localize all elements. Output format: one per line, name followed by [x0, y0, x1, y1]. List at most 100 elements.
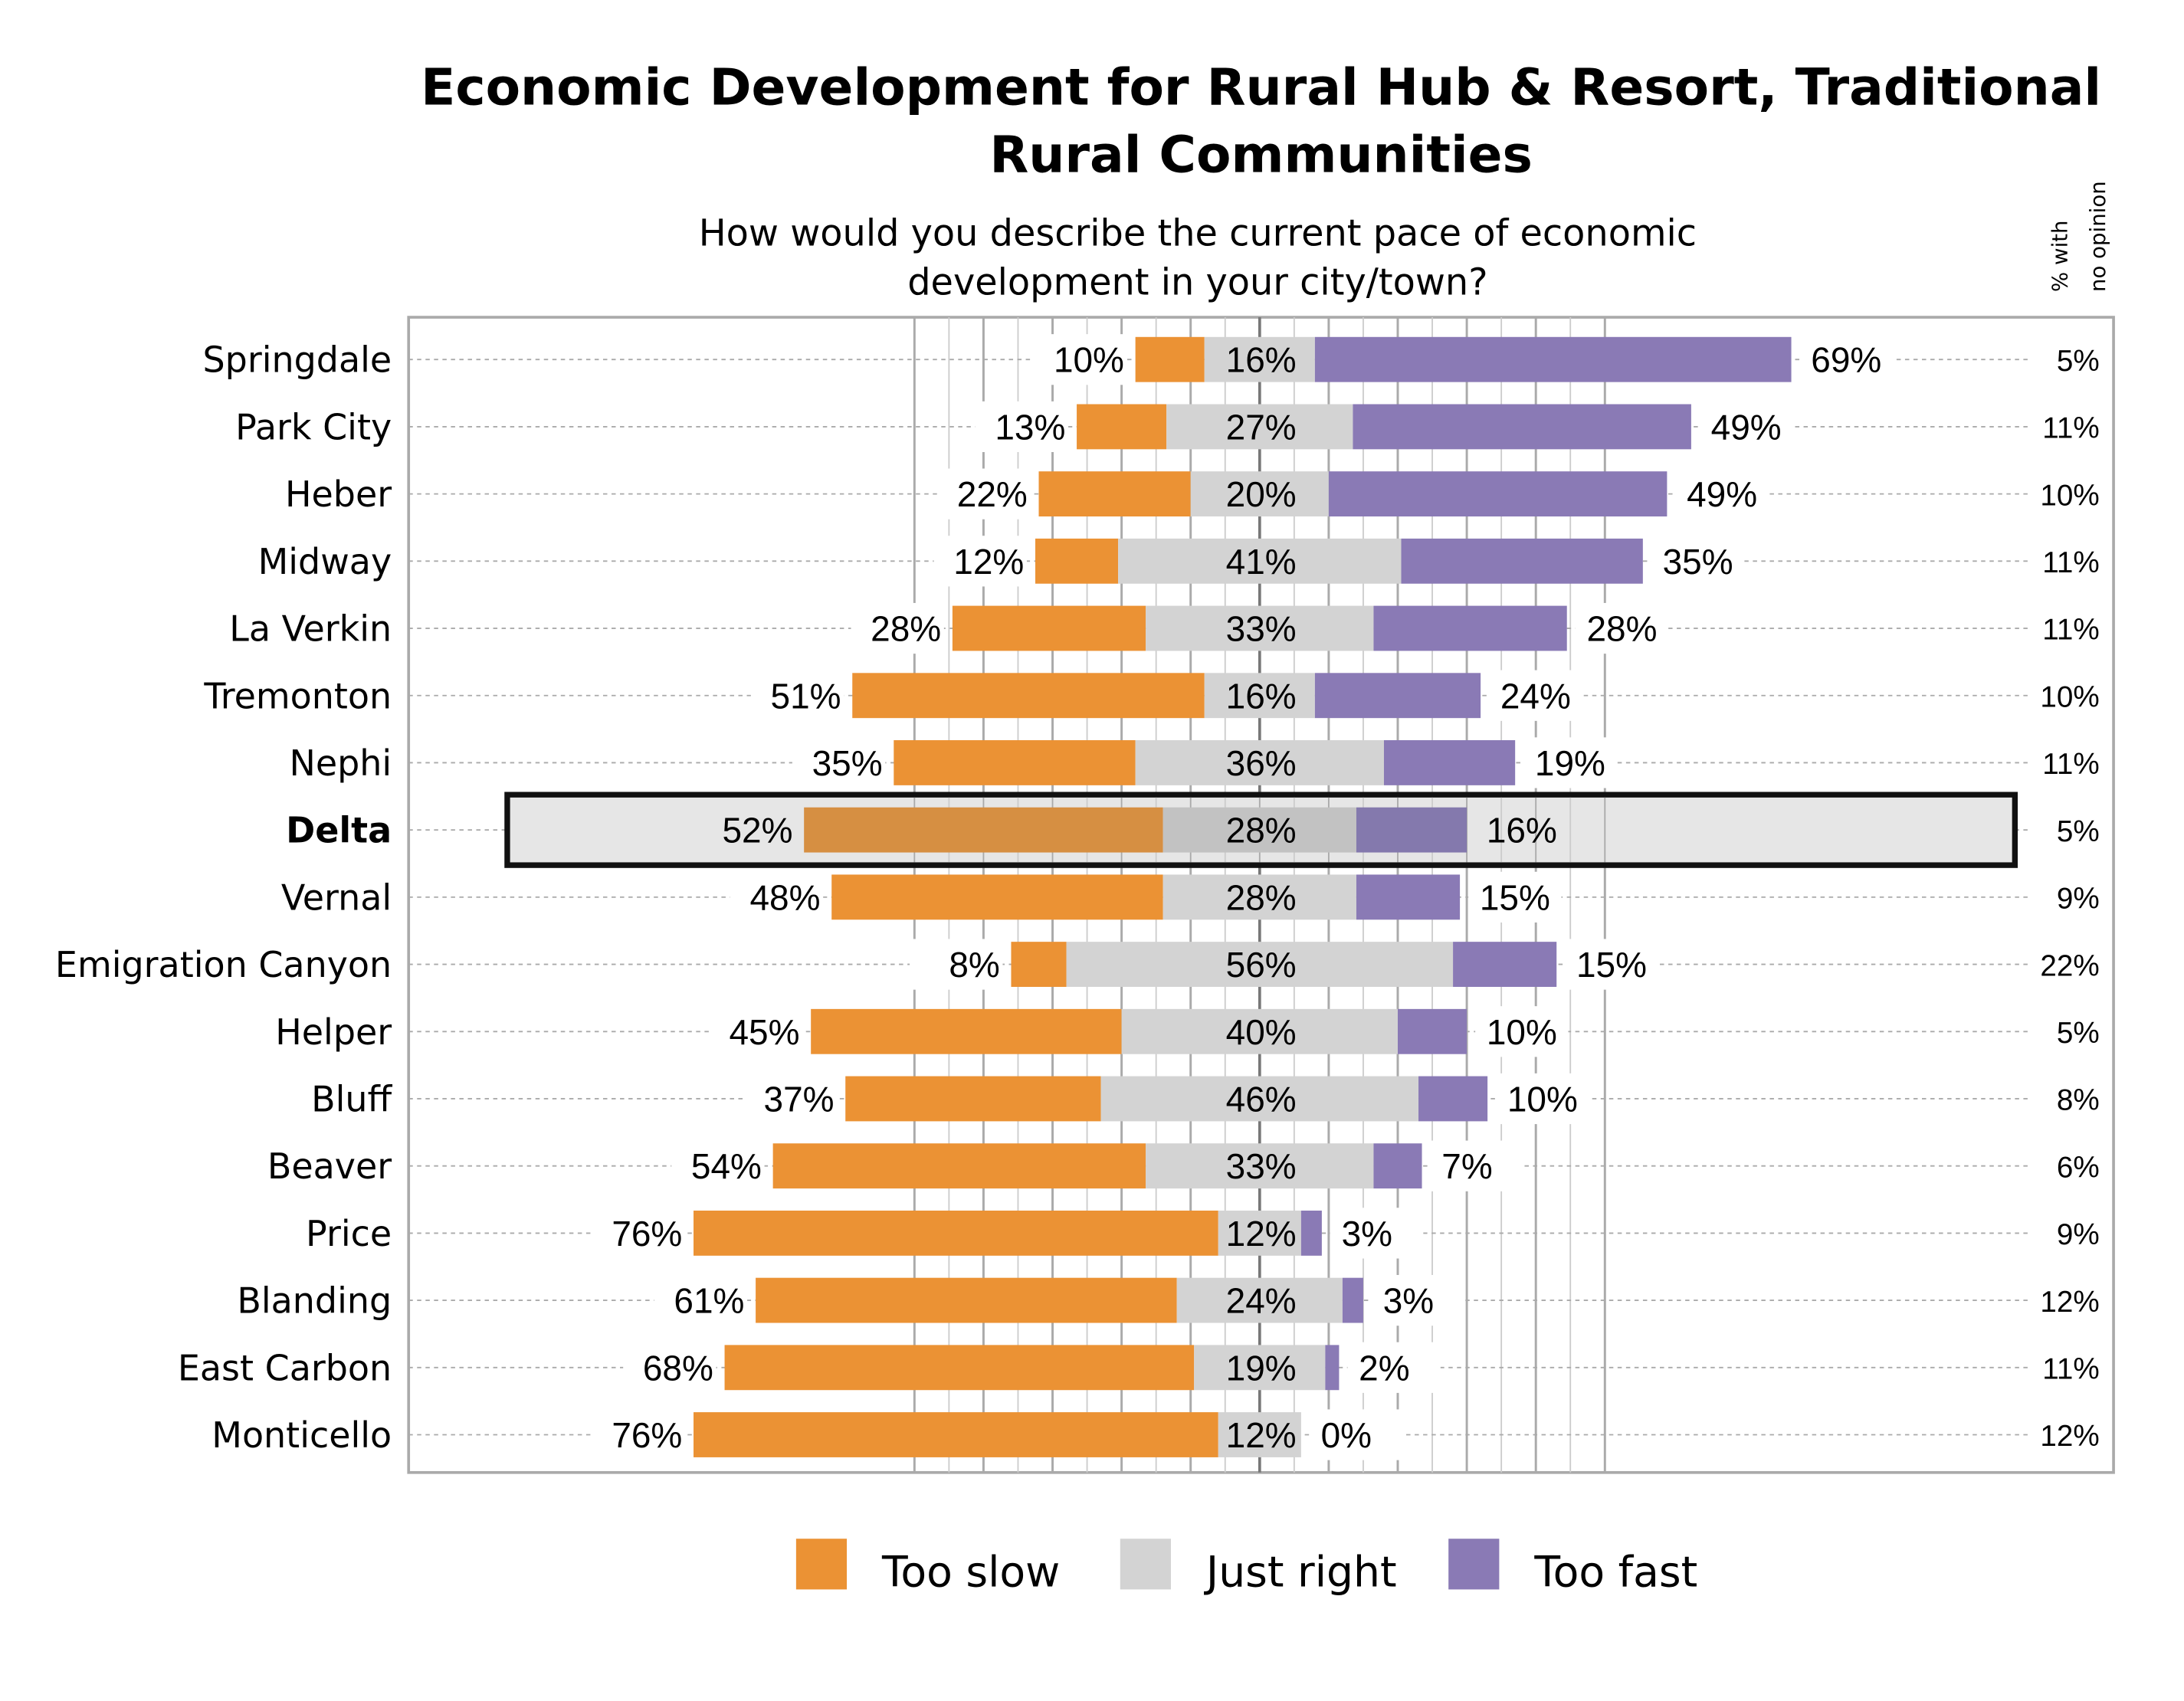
value-label-too-fast: 35% [1663, 542, 1733, 582]
value-label-just-right: 36% [1226, 743, 1297, 783]
subtitle-line-1: How would you describe the current pace … [699, 212, 1697, 254]
value-label-too-slow: 52% [722, 811, 792, 850]
no-opinion-header-line-2: no opinion [2085, 181, 2110, 292]
label-background [2028, 336, 2107, 382]
value-label-no-opinion: 8% [2057, 1084, 2100, 1117]
value-label-just-right: 12% [1226, 1214, 1297, 1254]
bar-too-fast [1383, 740, 1516, 785]
label-background [1799, 334, 1893, 385]
value-label-too-fast: 28% [1586, 609, 1657, 649]
value-label-just-right: 28% [1226, 877, 1297, 917]
value-label-too-slow: 8% [949, 945, 999, 985]
label-background [2028, 605, 2107, 651]
legend-label-too-fast: Too fast [1533, 1549, 1697, 1598]
bar-too-slow [1135, 336, 1205, 382]
value-label-just-right: 20% [1226, 474, 1297, 514]
label-background [1489, 670, 1582, 721]
bar-too-fast [1356, 874, 1461, 920]
value-label-just-right: 16% [1226, 340, 1297, 380]
label-background [1371, 1275, 1465, 1326]
label-background [910, 939, 1003, 990]
label-background [2028, 538, 2107, 584]
bar-too-slow [694, 1210, 1218, 1256]
label-background [1475, 1006, 1569, 1057]
value-label-no-opinion: 5% [2057, 345, 2100, 378]
value-label-no-opinion: 11% [2042, 412, 2099, 445]
bar-just-right [1135, 740, 1384, 785]
legend-swatch-just-right [1120, 1539, 1171, 1590]
value-label-too-fast: 15% [1480, 877, 1550, 917]
value-label-too-fast: 24% [1500, 676, 1571, 716]
value-label-too-fast: 19% [1535, 743, 1605, 783]
bar-too-fast [1300, 1210, 1322, 1256]
value-label-too-slow: 54% [691, 1146, 762, 1186]
value-label-too-fast: 15% [1576, 945, 1647, 985]
value-label-just-right: 27% [1226, 407, 1297, 447]
category-label: La Verkin [229, 608, 392, 650]
value-label-just-right: 19% [1226, 1348, 1297, 1388]
bar-just-right [1121, 1008, 1398, 1054]
label-background [2028, 1008, 2107, 1054]
value-label-just-right: 16% [1226, 676, 1297, 716]
bar-too-fast [1453, 942, 1557, 987]
value-label-no-opinion: 9% [2057, 1218, 2100, 1251]
label-background [1330, 1208, 1424, 1259]
label-background [2028, 471, 2107, 517]
label-background [937, 468, 1031, 519]
plot-area: Springdale 10% 16% 69% 5% Park City 13% 27% 49% 1… [55, 316, 2115, 1474]
bar-just-right [1166, 404, 1353, 450]
label-background [2028, 404, 2107, 450]
bar-just-right [1163, 807, 1356, 853]
label-background [1675, 468, 1769, 519]
value-label-just-right: 41% [1226, 542, 1297, 582]
category-label: Midway [258, 541, 392, 582]
label-background [792, 737, 886, 788]
value-label-too-slow: 37% [764, 1080, 835, 1119]
value-label-too-slow: 13% [995, 407, 1065, 447]
label-background [2028, 1143, 2107, 1189]
label-background [592, 1208, 685, 1259]
value-label-too-slow: 22% [957, 474, 1028, 514]
value-label-just-right: 33% [1226, 1146, 1297, 1186]
label-background [1430, 1140, 1523, 1191]
bar-too-fast [1325, 1345, 1340, 1391]
label-background [975, 401, 1069, 453]
category-label: Park City [235, 406, 392, 447]
value-label-too-fast: 0% [1321, 1415, 1372, 1455]
legend: Too slow Just right Too fast [795, 1539, 1697, 1598]
value-label-too-fast: 7% [1441, 1146, 1492, 1186]
label-background [2028, 1210, 2107, 1256]
category-label: Price [306, 1213, 392, 1254]
value-label-just-right: 28% [1226, 811, 1297, 850]
bar-just-right [1100, 1076, 1419, 1122]
value-label-too-slow: 48% [750, 877, 821, 917]
value-label-too-slow: 10% [1054, 340, 1124, 380]
bar-too-slow [756, 1277, 1177, 1323]
chart-title-line-2: Rural Communities [989, 126, 1533, 185]
value-label-too-slow: 35% [812, 743, 883, 783]
legend-label-too-slow: Too slow [881, 1549, 1060, 1598]
label-background [851, 602, 944, 654]
bar-too-slow [1077, 404, 1167, 450]
value-label-no-opinion: 12% [2040, 1420, 2099, 1453]
label-background [654, 1275, 748, 1326]
value-label-too-slow: 68% [643, 1348, 713, 1388]
bar-too-fast [1418, 1076, 1488, 1122]
bar-just-right [1204, 336, 1315, 382]
value-label-no-opinion: 11% [2042, 546, 2099, 579]
category-label: Tremonton [203, 675, 392, 716]
category-label: Beaver [267, 1145, 392, 1187]
bar-just-right [1176, 1277, 1343, 1323]
legend-swatch-too-slow [795, 1539, 848, 1590]
value-label-too-fast: 69% [1811, 340, 1881, 380]
label-background [2028, 1412, 2107, 1457]
value-label-too-slow: 61% [674, 1281, 744, 1321]
bar-just-right [1118, 538, 1402, 584]
bar-too-fast [1401, 538, 1643, 584]
bar-too-slow [811, 1008, 1122, 1054]
bar-too-fast [1356, 807, 1467, 853]
bar-too-slow [772, 1143, 1146, 1189]
label-background [730, 871, 824, 923]
value-label-too-slow: 76% [612, 1415, 682, 1455]
bar-too-fast [1373, 605, 1567, 651]
